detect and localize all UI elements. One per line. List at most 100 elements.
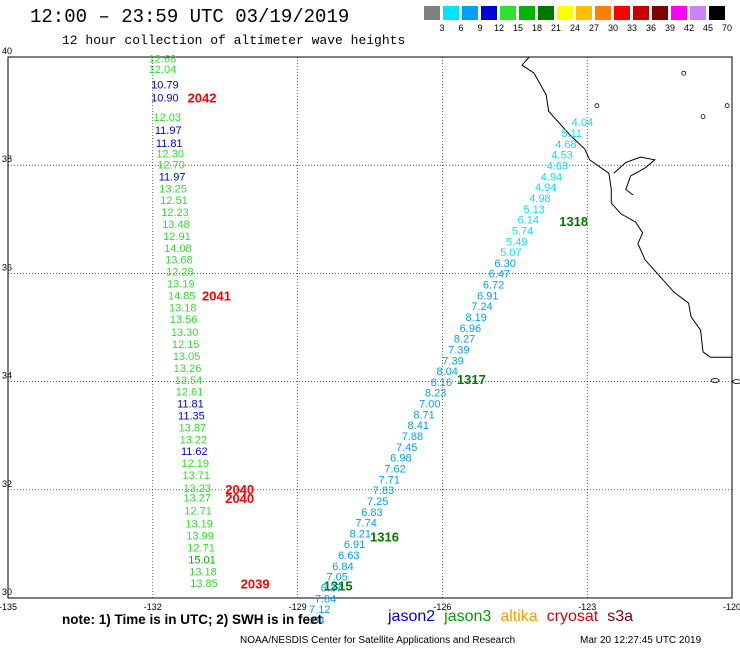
wave-height-label: 12.03 bbox=[154, 112, 182, 124]
lon-tick-label: -126 bbox=[433, 602, 451, 612]
wave-height-label: 12.71 bbox=[187, 542, 215, 554]
wave-height-label: 7.24 bbox=[471, 301, 492, 313]
wave-height-label: 11.62 bbox=[181, 446, 208, 458]
wave-height-label: 7.12 bbox=[309, 604, 330, 616]
lat-tick-label: 34 bbox=[2, 371, 12, 381]
wave-height-label: 13.22 bbox=[180, 434, 208, 446]
wave-height-label: 6.63 bbox=[338, 550, 359, 562]
coastline bbox=[521, 56, 740, 384]
wave-height-label: 12.51 bbox=[160, 195, 188, 207]
colorbar-swatch bbox=[595, 6, 611, 20]
wave-height-label: 6.83 bbox=[361, 507, 382, 519]
pass-number: 1318 bbox=[559, 214, 588, 229]
colorbar-label: 15 bbox=[512, 23, 523, 33]
wave-height-label: 12.68 bbox=[149, 53, 177, 65]
colorbar-swatch bbox=[690, 6, 706, 20]
wave-height-label: 13.30 bbox=[171, 327, 199, 339]
colorbar-swatch bbox=[709, 6, 725, 20]
wave-height-label: 7.62 bbox=[384, 463, 405, 475]
lon-tick-label: -120 bbox=[723, 602, 740, 612]
wave-height-label: 6.14 bbox=[518, 215, 539, 227]
legend-entry-altika: altika bbox=[500, 608, 538, 625]
wave-height-label: 14.85 bbox=[168, 290, 196, 302]
colorbar-swatch bbox=[614, 6, 630, 20]
pass-number: 2042 bbox=[188, 90, 217, 105]
wave-height-label: 13.19 bbox=[185, 519, 213, 531]
map-title: 12:00 – 23:59 UTC 03/19/2019 bbox=[30, 6, 350, 28]
wave-height-label: 14.08 bbox=[164, 243, 192, 255]
wave-height-label: 4.98 bbox=[529, 193, 550, 205]
wave-height-label: 12.15 bbox=[172, 339, 200, 351]
wave-height-label: 4.53 bbox=[551, 150, 572, 162]
wave-height-label: 4.68 bbox=[555, 139, 576, 151]
wave-height-label: 7.05 bbox=[326, 572, 347, 584]
map-frame bbox=[7, 56, 733, 599]
colorbar-label: 36 bbox=[645, 23, 656, 33]
colorbar-label: 24 bbox=[569, 23, 580, 33]
wave-height-label: 6.91 bbox=[477, 290, 498, 302]
wave-height-label: 4.94 bbox=[541, 171, 562, 183]
lat-tick-label: 40 bbox=[2, 46, 12, 56]
wave-height-label: 13.54 bbox=[175, 375, 203, 387]
wave-height-label: 11.81 bbox=[156, 138, 183, 150]
wave-height-label: 8.04 bbox=[437, 366, 458, 378]
legend-entry-cryosat: cryosat bbox=[546, 608, 599, 625]
generation-timestamp: Mar 20 12:27:45 UTC 2019 bbox=[580, 635, 702, 646]
wave-height-label: 6.91 bbox=[344, 539, 365, 551]
island-outline bbox=[732, 379, 740, 384]
colorbar-swatch bbox=[462, 6, 478, 20]
colorbar-swatch bbox=[443, 6, 459, 20]
wave-height-label: 13.99 bbox=[186, 531, 214, 543]
legend-entry-jason3: jason3 bbox=[444, 608, 492, 625]
wave-height-label: 4.63 bbox=[547, 161, 568, 173]
wave-height-label: 7.00 bbox=[419, 399, 440, 411]
wave-height-label: 7.83 bbox=[373, 485, 394, 497]
lake-outline bbox=[681, 70, 687, 76]
colorbar-swatch bbox=[538, 6, 554, 20]
lon-tick-label: -135 bbox=[0, 602, 17, 612]
lat-tick-label: 36 bbox=[2, 262, 12, 272]
colorbar-label: 45 bbox=[702, 23, 713, 33]
wave-height-label: 8.16 bbox=[431, 377, 452, 389]
wave-height-label: 12.61 bbox=[176, 387, 204, 399]
wave-height-label: 12.23 bbox=[161, 207, 189, 219]
colorbar-label: 70 bbox=[721, 23, 732, 33]
colorbar-swatch bbox=[652, 6, 668, 20]
colorbar-swatch bbox=[633, 6, 649, 20]
colorbar-swatch bbox=[500, 6, 516, 20]
pass-number: 2040 bbox=[225, 491, 254, 506]
bay-outline bbox=[613, 156, 656, 196]
lat-tick-label: 32 bbox=[2, 479, 12, 489]
wave-height-label: 13.85 bbox=[190, 578, 218, 590]
wave-height-label: 4.94 bbox=[535, 182, 556, 194]
colorbar-label: 12 bbox=[493, 23, 504, 33]
wave-height-label: 11.97 bbox=[155, 125, 182, 137]
wave-height-label: 6.84 bbox=[332, 561, 353, 573]
wave-height-label: 13.27 bbox=[183, 493, 211, 505]
colorbar-label: 33 bbox=[626, 23, 637, 33]
wave-height-label: 11.97 bbox=[159, 171, 186, 183]
pass-number: 1315 bbox=[324, 578, 353, 593]
note-text: note: 1) Time is in UTC; 2) SWH is in fe… bbox=[62, 612, 323, 627]
wave-height-label: 12.71 bbox=[184, 506, 212, 518]
lon-tick-label: -132 bbox=[144, 602, 162, 612]
wave-height-label: 11.35 bbox=[178, 410, 205, 422]
wave-height-label: 5.11 bbox=[561, 128, 582, 140]
lon-tick-label: -129 bbox=[289, 602, 307, 612]
wave-height-label: 8.19 bbox=[465, 312, 486, 324]
wave-height-label: 7.39 bbox=[442, 355, 463, 367]
wave-height-label: 12.28 bbox=[166, 267, 194, 279]
wave-height-label: 13.19 bbox=[167, 278, 195, 290]
wave-height-label: 12.04 bbox=[149, 64, 177, 76]
colorbar-label: 9 bbox=[477, 23, 483, 33]
wave-height-label: 7.39 bbox=[448, 344, 469, 356]
wave-height-label: 13.05 bbox=[173, 351, 201, 363]
wave-height-label: 13.23 bbox=[183, 483, 211, 495]
colorbar-label: 27 bbox=[588, 23, 599, 33]
wave-height-label: 6.47 bbox=[489, 269, 510, 281]
colorbar-swatch bbox=[557, 6, 573, 20]
colorbar-label: 18 bbox=[531, 23, 542, 33]
colorbar-label: 6 bbox=[458, 23, 464, 33]
